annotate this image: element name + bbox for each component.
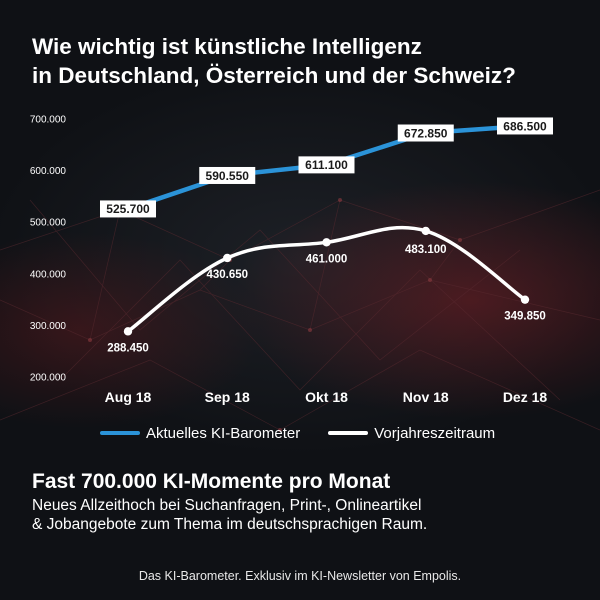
data-point: [520, 295, 530, 304]
data-label: 430.650: [206, 269, 248, 281]
data-label-box: [100, 200, 156, 218]
x-tick-label: Okt 18: [305, 389, 348, 405]
data-point: [223, 253, 232, 263]
data-label: 590.550: [199, 166, 256, 184]
data-label: 288.450: [107, 342, 149, 354]
chart-title: Wie wichtig ist künstliche Intelligenz i…: [32, 32, 577, 90]
legend-item-current: Aktuelles KI-Barometer: [100, 425, 300, 442]
data-label-box: [298, 156, 355, 174]
x-tick-label: Nov 18: [403, 389, 449, 405]
y-tick-label: 200.000: [30, 373, 67, 384]
data-label: 483.100: [405, 244, 447, 256]
title-line-1: Wie wichtig ist künstliche Intelligenz: [32, 34, 422, 59]
y-tick-label: 700.000: [30, 115, 67, 126]
data-label-layer: 525.700 590.550 611.100 672.850 686.500 288.4…: [100, 117, 553, 354]
x-tick-label: Sep 18: [205, 389, 250, 405]
subtext-line-2: & Jobangebote zum Thema im deutschsprach…: [32, 516, 428, 533]
x-tick-label: Aug 18: [105, 389, 152, 405]
x-axis: Aug 18 Sep 18 Okt 18 Nov 18 Dez 18: [105, 389, 548, 405]
y-tick-label: 400.000: [30, 269, 67, 280]
data-label: 672.850: [397, 124, 454, 142]
legend-label-previous: Vorjahreszeitraum: [374, 424, 496, 442]
data-label: 611.100: [298, 156, 355, 174]
legend-label-current: Aktuelles KI-Barometer: [146, 424, 301, 442]
legend-item-previous: Vorjahreszeitraum: [328, 425, 495, 442]
data-label-text: 525.700: [106, 202, 150, 216]
data-label-box: [497, 117, 553, 135]
data-label: 686.500: [497, 117, 553, 135]
y-axis: 200.000 300.000 400.000 500.000 600.000 700.0…: [30, 115, 67, 384]
data-label-box: [199, 166, 256, 184]
chart-legend: Aktuelles KI-Barometer Vorjahreszeitraum: [100, 424, 523, 442]
legend-swatch-blue: [100, 431, 140, 435]
subtext-line-1: Neues Allzeithoch bei Suchanfragen, Prin…: [32, 497, 422, 514]
data-label: 525.700: [100, 200, 156, 218]
headline: Fast 700.000 KI-Momente pro Monat: [32, 470, 391, 493]
footer-note: Das KI-Barometer. Exklusiv im KI-Newslet…: [138, 569, 462, 583]
data-point: [421, 226, 430, 236]
subtext: Neues Allzeithoch bei Suchanfragen, Prin…: [32, 496, 572, 534]
data-point: [123, 327, 133, 336]
data-label-box: [397, 124, 454, 142]
data-label: 461.000: [306, 253, 348, 265]
data-label-text: 611.100: [305, 158, 348, 172]
y-tick-label: 600.000: [30, 166, 67, 177]
title-line-2: in Deutschland, Österreich und der Schwe…: [32, 63, 516, 88]
data-label-text: 590.550: [206, 169, 250, 183]
data-label-text: 686.500: [503, 119, 547, 133]
x-tick-label: Dez 18: [503, 389, 548, 405]
legend-swatch-white: [328, 431, 369, 435]
data-label: 349.850: [504, 311, 546, 323]
data-label-text: 672.850: [404, 126, 448, 140]
y-tick-label: 500.000: [30, 218, 67, 229]
data-point: [322, 238, 331, 247]
y-tick-label: 300.000: [30, 321, 67, 332]
